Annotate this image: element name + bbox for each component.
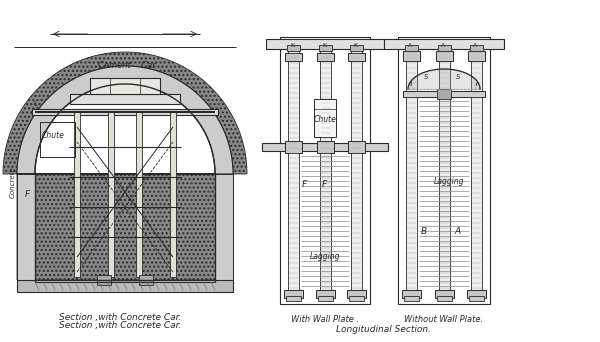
Text: Section ,with Concrete Car.: Section ,with Concrete Car. [59,313,181,322]
Bar [398,37,490,304]
Bar [97,275,111,285]
Bar [437,89,451,99]
Bar [320,49,331,292]
Text: Longitudinal Section.: Longitudinal Section. [337,325,431,334]
Text: B: B [421,227,427,236]
Bar [468,51,485,61]
Bar [314,99,336,137]
Bar [436,51,453,61]
Bar [287,45,300,51]
Bar [136,112,142,277]
Text: Section ,with Concrete Car.: Section ,with Concrete Car. [59,321,181,330]
Bar [405,45,418,51]
Text: S: S [424,74,428,80]
Bar [262,143,388,151]
Bar [438,45,451,51]
Bar [403,91,485,97]
Bar [280,37,370,304]
Text: Cement    Car: Cement Car [98,61,156,70]
Bar [471,49,482,292]
Bar [406,49,417,292]
Text: Lagging: Lagging [310,252,340,261]
Text: K: K [322,43,326,48]
Bar [284,290,303,298]
Bar [467,290,486,298]
Text: A: A [473,43,477,48]
Text: Without Wall Plate.: Without Wall Plate. [404,315,484,324]
Bar [403,51,420,61]
Bar [108,112,114,277]
Text: Concrete: Concrete [10,166,16,198]
Bar [316,290,335,298]
Bar [17,280,233,292]
Bar [350,45,363,51]
Text: A: A [441,43,445,48]
Bar [288,49,299,292]
Bar [347,290,366,298]
Bar [317,141,334,153]
Bar [404,296,419,301]
Bar [266,39,384,49]
Bar [215,174,233,282]
Text: F: F [302,180,307,189]
Bar [318,296,333,301]
Text: A: A [454,227,460,236]
Text: K: K [290,43,294,48]
Text: L: L [33,101,37,107]
Text: F: F [25,190,29,199]
Bar [469,296,484,301]
Polygon shape [17,66,233,174]
Bar [139,275,153,285]
Bar [74,112,80,277]
Bar [286,296,301,301]
Text: A: A [408,43,412,48]
Polygon shape [3,52,247,280]
Bar [384,39,504,49]
Bar [402,290,421,298]
Text: Chute: Chute [314,115,337,123]
Bar [435,290,454,298]
Text: S: S [456,74,461,80]
Text: K: K [353,43,357,48]
Bar [349,296,364,301]
Bar [351,49,362,292]
Bar [437,296,452,301]
Text: F: F [322,180,327,189]
Bar [70,94,180,104]
Bar [170,112,176,277]
Text: Chute: Chute [42,131,65,140]
Text: With Wall Plate .: With Wall Plate . [291,315,359,324]
Bar [90,78,160,94]
Bar [17,174,35,282]
Bar [285,53,302,61]
Bar [317,53,334,61]
Bar [470,45,483,51]
Text: Lagging: Lagging [434,177,464,186]
Bar [348,141,365,153]
Bar [439,49,450,292]
Bar [32,109,218,115]
Bar [348,53,365,61]
Bar [319,45,332,51]
Bar [285,141,302,153]
